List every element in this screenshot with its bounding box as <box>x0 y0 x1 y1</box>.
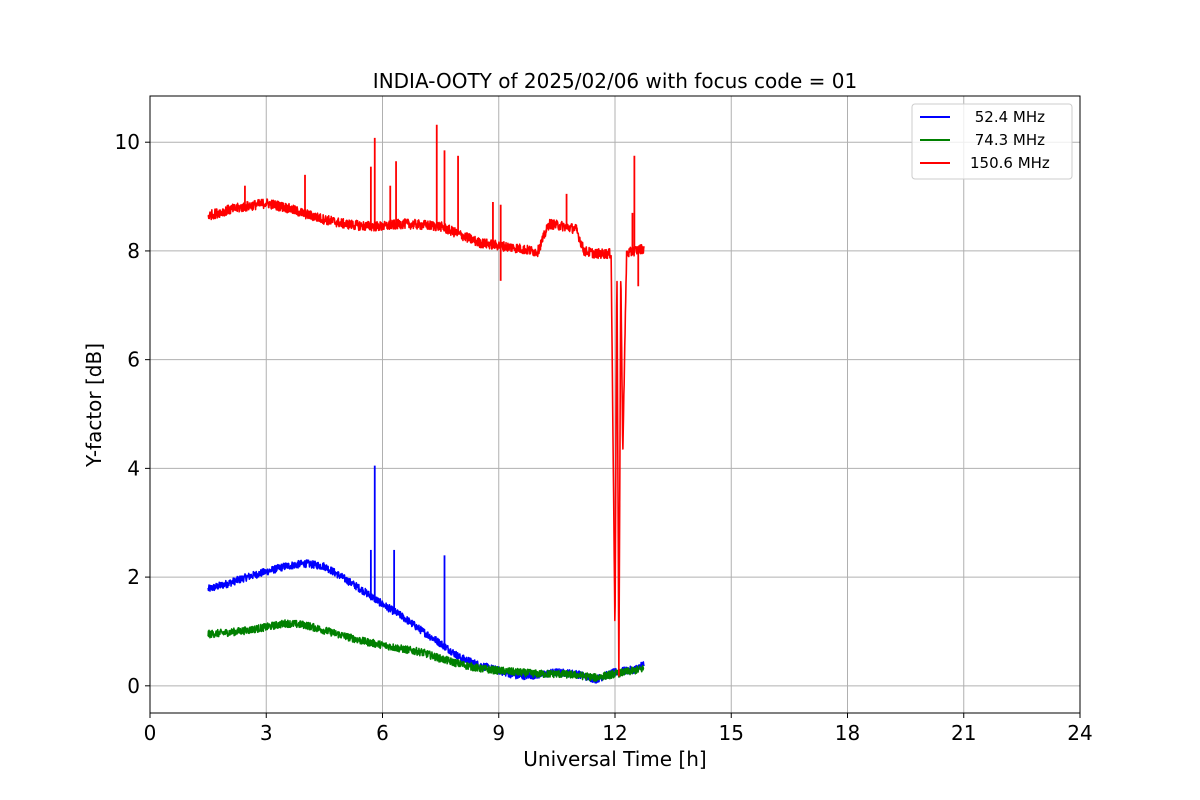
series-layer <box>207 124 645 684</box>
x-tick-label: 9 <box>492 721 505 745</box>
legend-label: 150.6 MHz <box>970 154 1050 172</box>
x-tick-label: 3 <box>260 721 273 745</box>
chart-title: INDIA-OOTY of 2025/02/06 with focus code… <box>373 69 857 93</box>
series-line <box>207 619 645 682</box>
y-tick-label: 4 <box>127 456 140 480</box>
y-tick-label: 2 <box>127 565 140 589</box>
x-tick-label: 6 <box>376 721 389 745</box>
x-tick-label: 21 <box>951 721 976 745</box>
x-tick-label: 15 <box>719 721 744 745</box>
legend-box <box>911 103 1073 180</box>
y-tick-label: 10 <box>115 130 140 154</box>
x-tick-label: 24 <box>1067 721 1092 745</box>
y-axis: 0 2 4 6 8 10 <box>115 130 150 698</box>
y-tick-label: 8 <box>127 239 140 263</box>
legend-label: 74.3 MHz <box>970 131 1045 149</box>
x-axis: 0 3 6 9 12 15 18 21 24 <box>144 713 1093 745</box>
series-line <box>207 198 645 677</box>
y-axis-label: Y-factor [dB] <box>82 343 106 468</box>
legend-label: 52.4 MHz <box>970 108 1045 126</box>
legend: 52.4 MHz 74.3 MHz 150.6 MHz <box>911 103 1073 180</box>
y-tick-label: 6 <box>127 348 140 372</box>
x-tick-label: 0 <box>144 721 157 745</box>
x-axis-label: Universal Time [h] <box>523 747 706 771</box>
x-tick-label: 18 <box>835 721 860 745</box>
y-tick-label: 0 <box>127 674 140 698</box>
x-tick-label: 12 <box>602 721 627 745</box>
